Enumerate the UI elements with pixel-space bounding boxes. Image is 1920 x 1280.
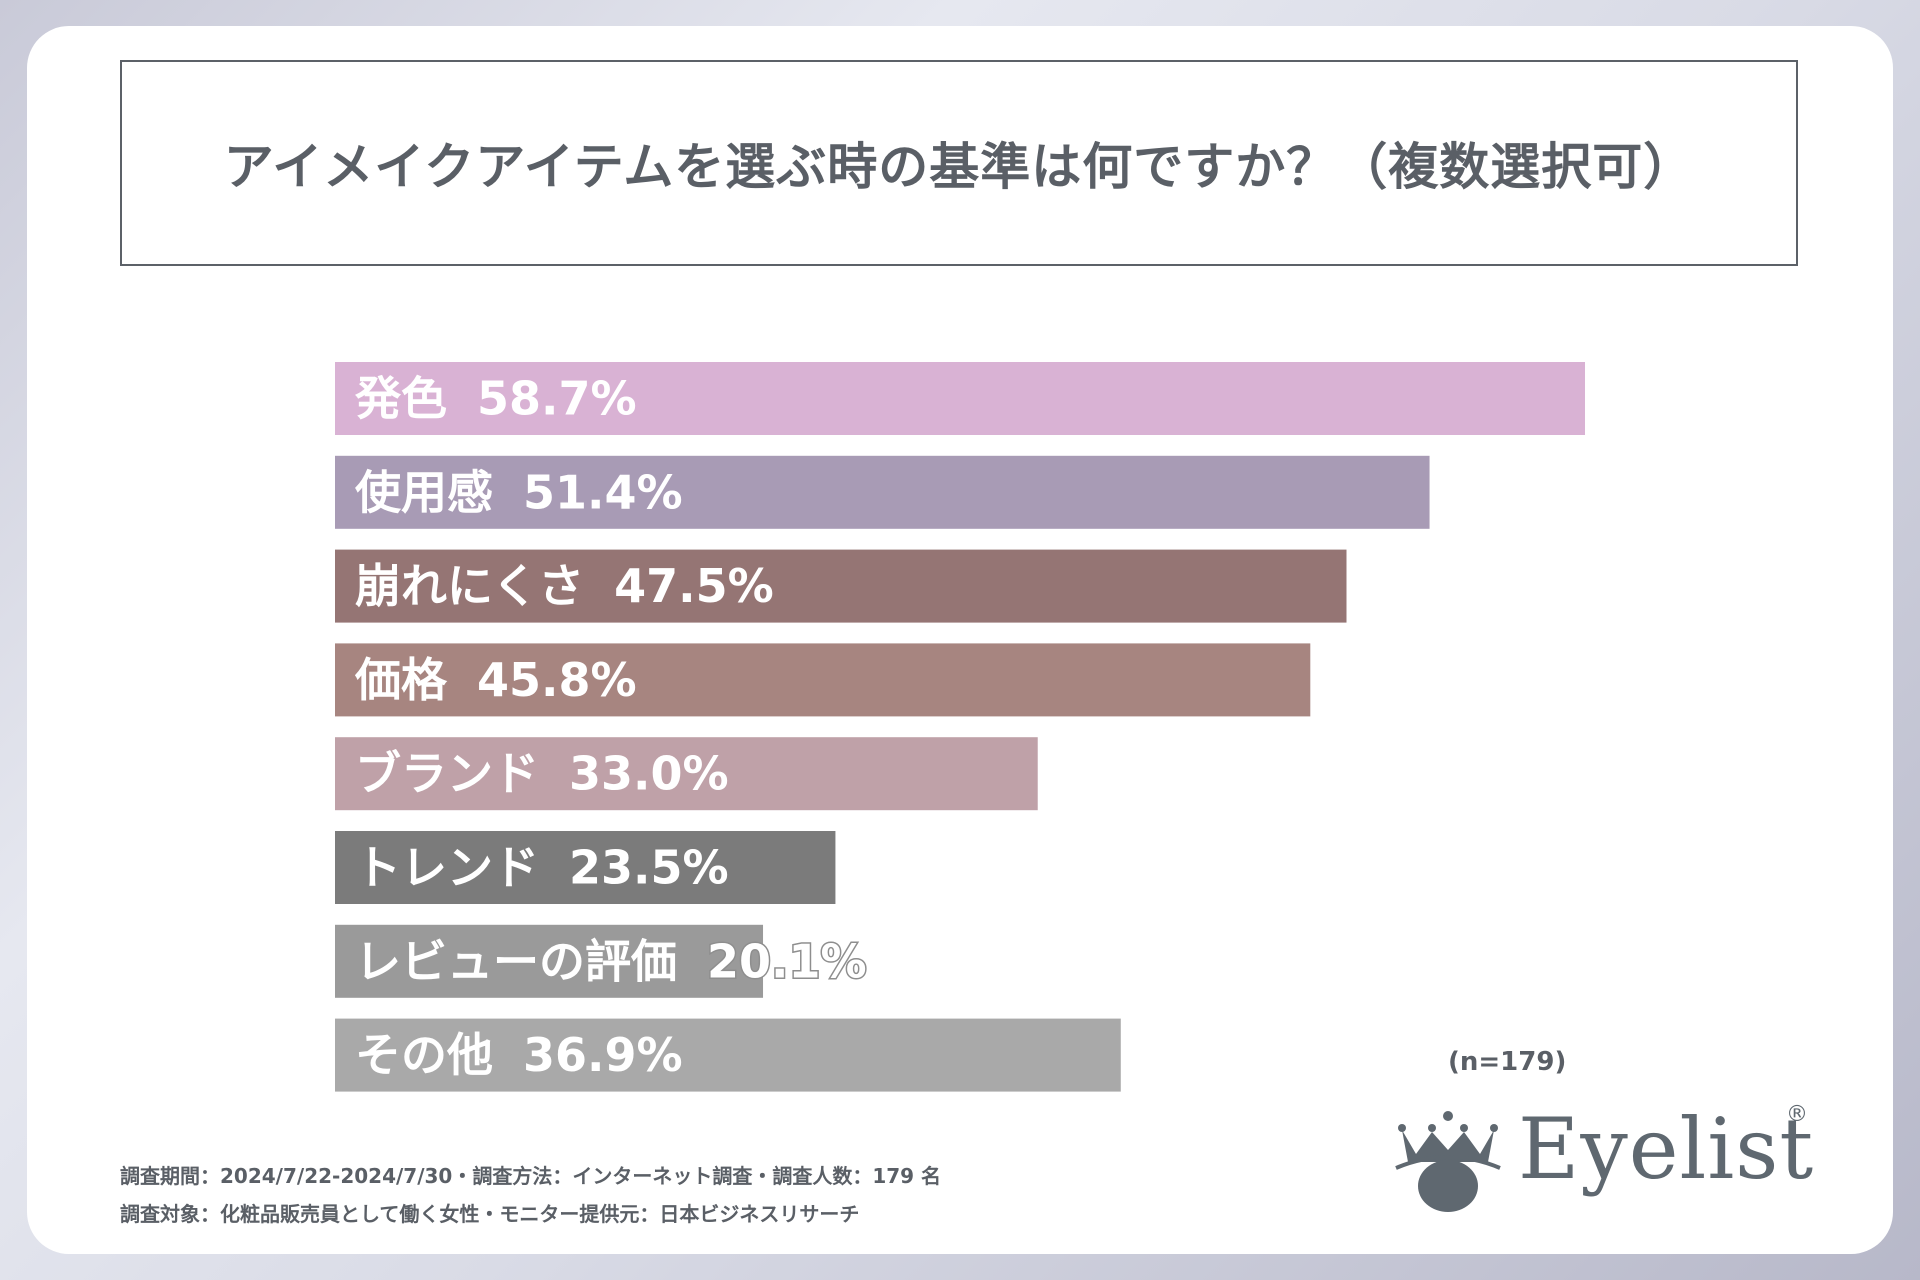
bar-value-3: 45.8% xyxy=(477,653,637,707)
bar-0 xyxy=(335,362,1585,435)
footnote-survey-info: 調査期間：2024/7/22-2024/7/30・調査方法：インターネット調査・… xyxy=(120,1164,942,1188)
eyelist-logo: Eyelist ® xyxy=(1388,1100,1813,1230)
bar-label-5: トレンド 23.5% xyxy=(355,841,729,895)
bar-7 xyxy=(335,1018,1121,1092)
sample-size: (n=179) xyxy=(1448,1047,1567,1077)
chart-title: アイメイクアイテムを選ぶ時の基準は何ですか？（複数選択可） xyxy=(223,138,1695,196)
crown-eye-icon xyxy=(1395,1111,1501,1212)
bar-label-2: 崩れにくさ 47.5% xyxy=(355,559,774,613)
bar-value-5: 23.5% xyxy=(569,841,729,895)
bar-4 xyxy=(335,737,1038,811)
footnote-survey-target: 調査対象：化粧品販売員として働く女性・モニター提供元：日本ビジネスリサーチ xyxy=(120,1202,860,1226)
bar-value-6: 20.1% xyxy=(707,934,867,988)
title-box: アイメイクアイテムを選ぶ時の基準は何ですか？（複数選択可） xyxy=(120,60,1798,266)
bar-label-1: 使用感 51.4% xyxy=(355,465,683,519)
bar-value-7: 36.9% xyxy=(523,1028,683,1082)
bar-label-6: レビューの評価 20.1% xyxy=(355,934,867,988)
bar-label-3: 価格 45.8% xyxy=(354,653,637,707)
logo-text: Eyelist xyxy=(1518,1100,1815,1198)
bar-3 xyxy=(335,643,1311,717)
bar-value-0: 58.7% xyxy=(477,372,637,426)
bar-6 xyxy=(335,924,764,998)
bar-value-2: 47.5% xyxy=(614,559,774,613)
bar-value-1: 51.4% xyxy=(523,465,683,519)
bar-value-4: 33.0% xyxy=(569,747,729,801)
logo-registered-mark: ® xyxy=(1786,1102,1808,1127)
bar-5 xyxy=(335,831,836,904)
bar-label-4: ブランド 33.0% xyxy=(355,747,729,801)
bar-2 xyxy=(335,549,1347,623)
bar-label-7: その他 36.9% xyxy=(355,1028,683,1082)
bar-1 xyxy=(335,455,1430,529)
bar-label-0: 発色 58.7% xyxy=(355,372,637,426)
